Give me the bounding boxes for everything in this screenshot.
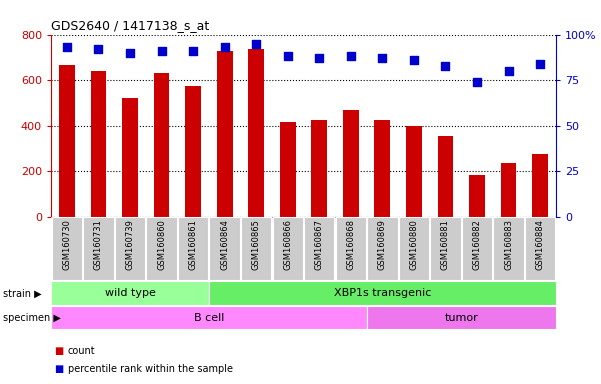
- Text: percentile rank within the sample: percentile rank within the sample: [68, 364, 233, 374]
- FancyBboxPatch shape: [241, 217, 271, 280]
- Text: B cell: B cell: [194, 313, 224, 323]
- Text: GSM160868: GSM160868: [346, 219, 355, 270]
- Bar: [532, 154, 548, 217]
- Bar: [154, 73, 169, 217]
- Point: [441, 63, 450, 69]
- Text: specimen ▶: specimen ▶: [3, 313, 61, 323]
- Bar: [438, 136, 453, 217]
- Text: strain ▶: strain ▶: [3, 288, 41, 298]
- Bar: [501, 163, 516, 217]
- Bar: [217, 51, 233, 217]
- Point: [157, 48, 166, 54]
- Bar: [91, 71, 106, 217]
- FancyBboxPatch shape: [336, 217, 366, 280]
- Bar: [122, 98, 138, 217]
- FancyBboxPatch shape: [430, 217, 460, 280]
- FancyBboxPatch shape: [209, 281, 556, 305]
- Point: [472, 79, 482, 85]
- Point: [220, 44, 230, 50]
- Point: [346, 53, 356, 60]
- FancyBboxPatch shape: [115, 217, 145, 280]
- Point: [188, 48, 198, 54]
- Text: GSM160860: GSM160860: [157, 219, 166, 270]
- FancyBboxPatch shape: [304, 217, 334, 280]
- Point: [283, 53, 293, 60]
- Text: GSM160882: GSM160882: [472, 219, 481, 270]
- Bar: [280, 122, 296, 217]
- Text: GSM160867: GSM160867: [315, 219, 324, 270]
- Text: GSM160880: GSM160880: [409, 219, 418, 270]
- Point: [251, 41, 261, 47]
- Bar: [374, 120, 390, 217]
- Text: count: count: [68, 346, 96, 356]
- Text: wild type: wild type: [105, 288, 156, 298]
- FancyBboxPatch shape: [493, 217, 523, 280]
- Text: GSM160869: GSM160869: [378, 219, 387, 270]
- FancyBboxPatch shape: [210, 217, 240, 280]
- Text: ■: ■: [54, 346, 63, 356]
- Point: [62, 44, 72, 50]
- Text: GSM160884: GSM160884: [535, 219, 545, 270]
- Point: [504, 68, 513, 74]
- Text: GSM160883: GSM160883: [504, 219, 513, 270]
- Text: GSM160864: GSM160864: [220, 219, 229, 270]
- Bar: [248, 50, 264, 217]
- FancyBboxPatch shape: [147, 217, 177, 280]
- FancyBboxPatch shape: [525, 217, 555, 280]
- FancyBboxPatch shape: [178, 217, 208, 280]
- Bar: [343, 110, 359, 217]
- Bar: [311, 120, 327, 217]
- Text: ■: ■: [54, 364, 63, 374]
- FancyBboxPatch shape: [399, 217, 429, 280]
- FancyBboxPatch shape: [51, 306, 367, 329]
- Point: [314, 55, 324, 61]
- FancyBboxPatch shape: [273, 217, 303, 280]
- Bar: [185, 86, 201, 217]
- FancyBboxPatch shape: [84, 217, 114, 280]
- Bar: [406, 126, 422, 217]
- Text: GSM160731: GSM160731: [94, 219, 103, 270]
- Bar: [469, 175, 485, 217]
- Point: [409, 57, 419, 63]
- Point: [535, 61, 545, 67]
- FancyBboxPatch shape: [367, 217, 397, 280]
- FancyBboxPatch shape: [51, 281, 209, 305]
- Text: GSM160866: GSM160866: [283, 219, 292, 270]
- Text: GSM160861: GSM160861: [189, 219, 198, 270]
- FancyBboxPatch shape: [52, 217, 82, 280]
- FancyBboxPatch shape: [462, 217, 492, 280]
- Text: GDS2640 / 1417138_s_at: GDS2640 / 1417138_s_at: [51, 19, 209, 32]
- Text: XBP1s transgenic: XBP1s transgenic: [334, 288, 431, 298]
- Bar: [59, 65, 75, 217]
- Point: [125, 50, 135, 56]
- Text: GSM160881: GSM160881: [441, 219, 450, 270]
- Text: GSM160739: GSM160739: [126, 219, 135, 270]
- Text: tumor: tumor: [444, 313, 478, 323]
- FancyBboxPatch shape: [367, 306, 556, 329]
- Text: GSM160730: GSM160730: [63, 219, 72, 270]
- Point: [377, 55, 387, 61]
- Text: GSM160865: GSM160865: [252, 219, 261, 270]
- Point: [94, 46, 103, 52]
